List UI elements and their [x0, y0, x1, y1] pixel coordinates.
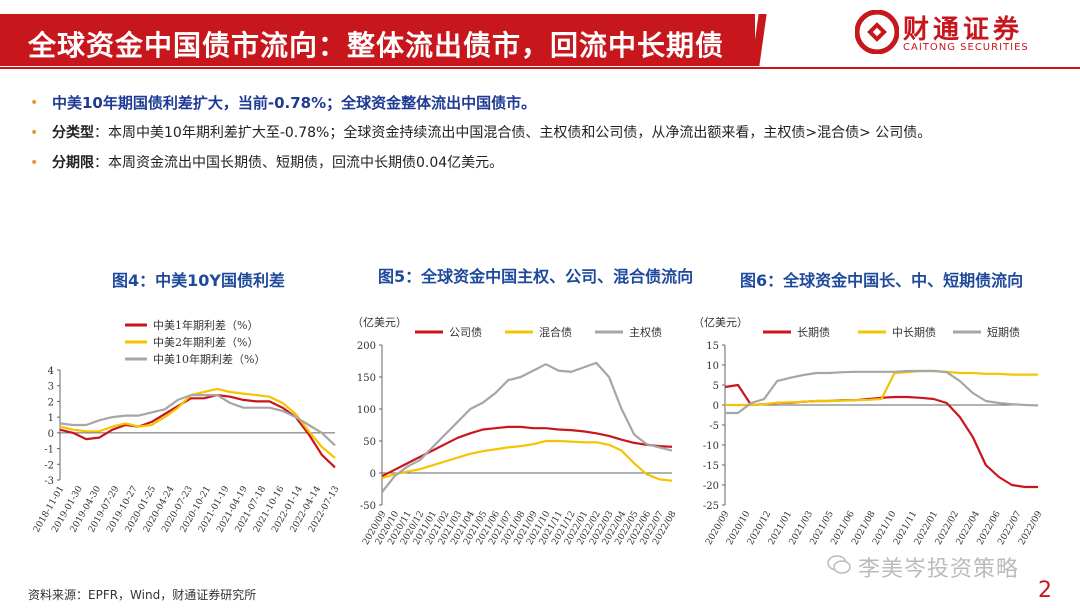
watermark: 李美岑投资策略: [858, 557, 1020, 582]
header-divider: [0, 67, 1080, 69]
bullet-text-wrap: 分期限：本周资金流出中国长期债、短期债，回流中长期债0.04亿美元。: [52, 148, 503, 178]
chart-fig6: （亿美元）151050-5-10-15-20-252020/092020/102…: [693, 316, 1045, 547]
source-note: 资料来源：EPFR，Wind，财通证券研究所: [28, 588, 257, 602]
y-tick-label: 3: [48, 382, 54, 393]
caitong-logo-icon: [855, 10, 899, 54]
bullet-text: ：本周资金流出中国长期债、短期债，回流中长期债0.04亿美元。: [94, 155, 504, 171]
chart-title-fig5: 图5：全球资金中国主权、公司、混合债流向: [378, 267, 694, 286]
legend-label: 公司债: [449, 325, 482, 339]
legend-label: 短期债: [987, 325, 1020, 339]
chart-title-fig4: 图4：中美10Y国债利差: [112, 271, 285, 290]
y-tick-label: -1: [44, 445, 54, 456]
bullet-label: 分期限: [52, 155, 94, 171]
y-tick-label: 150: [357, 373, 376, 384]
y-tick-label: 15: [706, 341, 719, 352]
y-tick-label: 0: [48, 429, 54, 440]
header: 全球资金中国债市流向：整体流出债市，回流中长期债 财通证券 CAITONG SE…: [0, 0, 1080, 70]
bullet-item: • 分类型：本周中美10年期利差扩大至-0.78%；全球资金持续流出中国混合债、…: [30, 118, 1060, 148]
y-tick-label: 0: [713, 401, 719, 412]
legend-label: 中长期债: [892, 325, 936, 339]
y-tick-label: 1: [48, 413, 54, 424]
title-bar: [0, 14, 755, 66]
bullet-item: • 分期限：本周资金流出中国长期债、短期债，回流中长期债0.04亿美元。: [30, 148, 1060, 178]
series-line-1: [724, 383, 1038, 489]
bullet-text-wrap: 分类型：本周中美10年期利差扩大至-0.78%；全球资金持续流出中国混合债、主权…: [52, 118, 931, 148]
chart-fig5: （亿美元）200150100500-502020/092020/102020/1…: [352, 316, 679, 547]
series-line-3: [381, 361, 673, 493]
y-tick-label: -2: [44, 460, 54, 471]
bullet-list: • 中美10年期国债利差扩大，当前-0.78%；全球资金整体流出中国债市。 • …: [30, 88, 1060, 178]
series-line-3: [725, 369, 1039, 415]
series-line-2: [59, 387, 336, 459]
series-line-1: [381, 425, 673, 478]
y-tick-label: -10: [703, 441, 719, 452]
series-line-3: [59, 393, 336, 447]
legend-label: 中美10年期利差（%）: [153, 352, 265, 366]
y-tick-label: 50: [363, 437, 376, 448]
y-tick-label: 2: [48, 397, 54, 408]
series-line-2: [725, 369, 1038, 407]
bullet-label: 分类型: [52, 125, 94, 141]
y-tick-label: 4: [48, 366, 54, 377]
logo-text-en: CAITONG SECURITIES: [903, 42, 1029, 53]
series-line-2: [381, 439, 673, 482]
page-number: 2: [1038, 578, 1052, 603]
bullet-dot-icon: •: [30, 125, 39, 141]
chart-title-fig6: 图6：全球资金中国长、中、短期债流向: [740, 271, 1024, 290]
y-tick-label: -25: [703, 501, 719, 512]
bullet-item: • 中美10年期国债利差扩大，当前-0.78%；全球资金整体流出中国债市。: [30, 88, 1060, 118]
bullet-text: ：本周中美10年期利差扩大至-0.78%；全球资金持续流出中国混合债、主权债和公…: [94, 125, 932, 141]
y-tick-label: -50: [360, 501, 376, 512]
legend-label: 长期债: [797, 325, 830, 339]
y-tick-label: 200: [357, 341, 376, 352]
legend-label: 主权债: [629, 325, 662, 339]
bullet-dot-icon: •: [30, 155, 39, 171]
y-tick-label: 5: [713, 381, 719, 392]
y-tick-label: -20: [703, 481, 719, 492]
logo-text-cn: 财通证券: [903, 15, 1024, 45]
unit-label: （亿美元）: [693, 316, 748, 329]
unit-label: （亿美元）: [352, 316, 407, 329]
page-title: 全球资金中国债市流向：整体流出债市，回流中长期债: [28, 29, 725, 62]
wechat-icon: [827, 555, 851, 574]
y-tick-label: -15: [703, 461, 719, 472]
y-tick-label: 10: [706, 361, 719, 372]
y-tick-label: 100: [357, 405, 376, 416]
y-tick-label: 0: [370, 469, 376, 480]
bullet-text: 中美10年期国债利差扩大，当前-0.78%；全球资金整体流出中国债市。: [52, 94, 537, 112]
y-tick-label: -3: [44, 476, 54, 487]
legend-label: 混合债: [539, 325, 572, 339]
y-tick-label: -5: [709, 421, 719, 432]
series-line-1: [59, 393, 336, 469]
legend-label: 中美1年期利差（%）: [153, 318, 258, 332]
legend-label: 中美2年期利差（%）: [153, 335, 258, 349]
bullet-dot-icon: •: [30, 95, 39, 111]
chart-fig4: 43210-1-2-32018-11-012019-01-302019-04-3…: [32, 318, 342, 534]
